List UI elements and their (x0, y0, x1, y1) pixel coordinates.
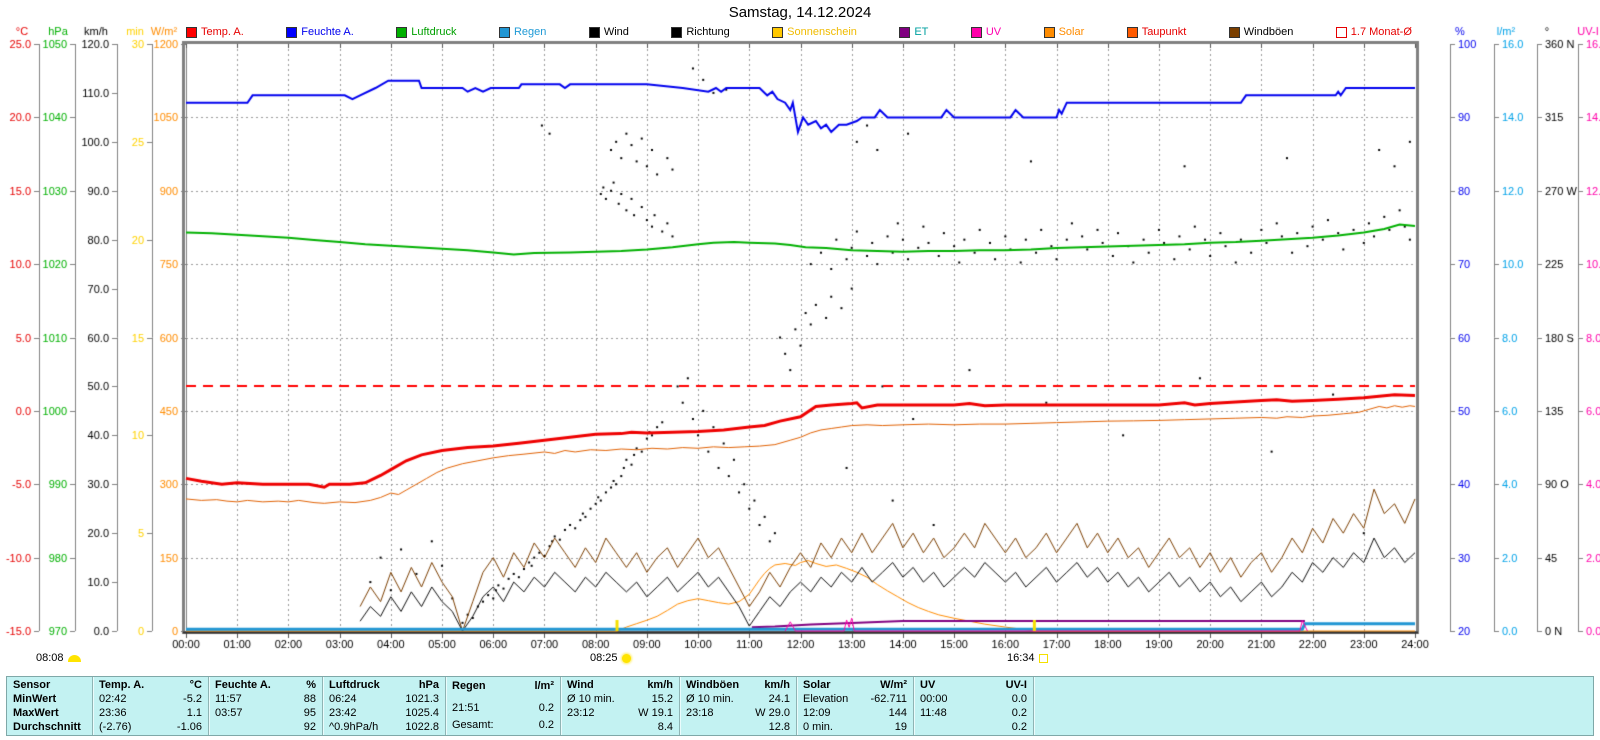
stats-cell: 21:51 0.2 (452, 701, 554, 714)
stats-cell: Wind km/h (567, 678, 673, 691)
stats-cell: Ø 10 min. 15.2 (567, 692, 673, 705)
stats-cell: 11:57 88 (215, 692, 316, 705)
stats-table: Sensor MinWert MaxWert Durchschnitt Temp. A.… (6, 676, 1594, 736)
stats-col-solar: Solar W/m² Elevation -62.711 12:09 144 0 min. 1… (796, 677, 913, 735)
stats-cell: 23:36 1.1 (99, 706, 202, 719)
moonrise-time: 08:08 (36, 652, 64, 664)
stats-cell: Temp. A. °C (99, 678, 202, 691)
stats-cell: UV UV-I (920, 678, 1027, 691)
stats-cell: 11:48 0.2 (920, 706, 1027, 719)
weather-chart-canvas (0, 0, 1600, 676)
stats-row-header: MaxWert (13, 706, 59, 719)
stats-col-filler (1033, 677, 1593, 735)
stats-cell: 12.8 (768, 720, 790, 733)
stats-cell: Gesamt: 0.2 (452, 718, 554, 731)
stats-cell: 23:42 1025.4 (329, 706, 439, 719)
stats-col-luftdruck: Luftdruck hPa 06:24 1021.3 23:42 1025.4 ^0.9hP… (322, 677, 445, 735)
stats-cell: ^0.9hPa/h 1022.8 (329, 720, 439, 733)
stats-cell: Luftdruck hPa (329, 678, 439, 691)
stats-row-header: Sensor (13, 678, 51, 691)
stats-row-header: MinWert (13, 692, 57, 705)
moonrise-icon (67, 654, 81, 662)
stats-cell: Solar W/m² (803, 678, 907, 691)
stats-cell: Ø 10 min. 24.1 (686, 692, 790, 705)
stats-col-rows: Sensor MinWert MaxWert Durchschnitt (7, 677, 92, 735)
stats-cell: 00:00 0.0 (920, 692, 1027, 705)
stats-col-tempa: Temp. A. °C 02:42 -5.2 23:36 1.1 (-2.76) -1.06 (92, 677, 208, 735)
stats-col-feuchtea: Feuchte A.% 11:57 88 03:57 95 92 (208, 677, 322, 735)
stats-cell: 23:12 W 19.1 (567, 706, 673, 719)
stats-cell: 0 min. 19 (803, 720, 907, 733)
stats-cell: 02:42 -5.2 (99, 692, 202, 705)
stats-cell: 12:09 144 (803, 706, 907, 719)
stats-col-regen: Regen l/m² 21:51 0.2 Gesamt: 0.2 (445, 677, 560, 735)
stats-cell: 23:18 W 29.0 (686, 706, 790, 719)
stats-col-windben: Windböen km/h Ø 10 min. 24.1 23:18 W 29.0 12.8 (679, 677, 796, 735)
moonrise-label: 08:08 (36, 652, 81, 664)
stats-cell: Feuchte A.% (215, 678, 316, 691)
stats-cell: Windböen km/h (686, 678, 790, 691)
sunset-icon (1038, 653, 1048, 663)
sunrise-icon (621, 653, 631, 663)
stats-cell: 92 (303, 720, 316, 733)
sunrise-time: 08:25 (590, 652, 618, 664)
stats-cell: 06:24 1021.3 (329, 692, 439, 705)
stats-col-wind: Wind km/h Ø 10 min. 15.2 23:12 W 19.1 8.4 (560, 677, 679, 735)
stats-cell: 8.4 (657, 720, 673, 733)
stats-cell: 03:57 95 (215, 706, 316, 719)
stats-cell: Elevation -62.711 (803, 692, 907, 705)
sunset-time: 16:34 (1007, 652, 1035, 664)
stats-row-header: Durchschnitt (13, 720, 81, 733)
stats-cell: 0.2 (1011, 720, 1027, 733)
stats-col-uv: UV UV-I 00:00 0.0 11:48 0.2 0.2 (913, 677, 1033, 735)
sunrise-label: 08:25 (590, 652, 631, 664)
sunset-label: 16:34 (1007, 652, 1048, 664)
stats-cell: (-2.76) -1.06 (99, 720, 202, 733)
stats-cell: Regen l/m² (452, 680, 554, 693)
